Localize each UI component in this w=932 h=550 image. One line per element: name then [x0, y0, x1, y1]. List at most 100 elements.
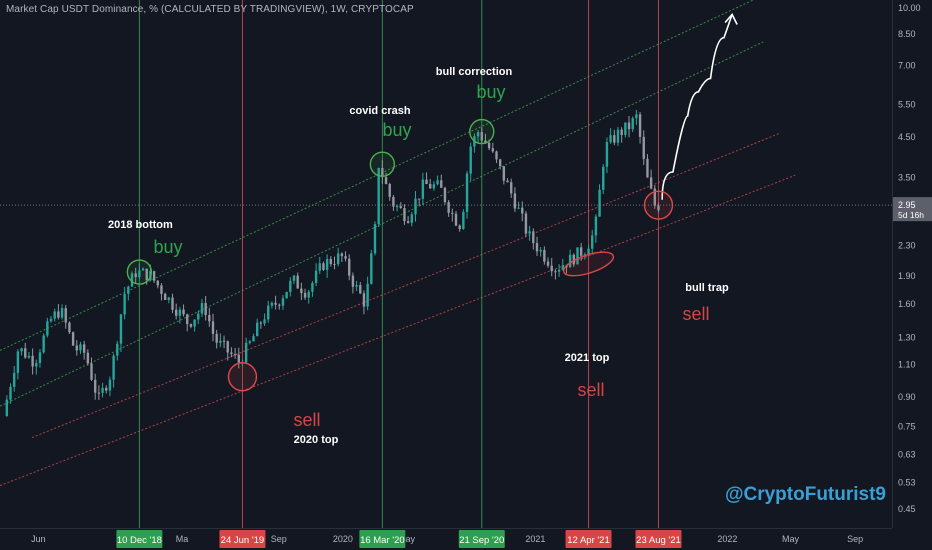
candle-body [57, 311, 60, 318]
price-tag-box [893, 197, 932, 222]
y-tick-label: 2.30 [898, 240, 916, 250]
x-tick-label: Sep [847, 534, 863, 544]
y-tick-label: 1.90 [898, 271, 916, 281]
candle-body [502, 166, 506, 181]
candle-body [42, 335, 45, 353]
candle-body [270, 302, 274, 306]
candle-body [182, 309, 185, 315]
candle-body [171, 297, 174, 310]
candle-body [156, 280, 159, 286]
price-tag-countdown: 5d 16h [898, 210, 924, 220]
candle-body [487, 142, 491, 149]
candle-body [274, 302, 277, 305]
candle-body [366, 283, 369, 307]
candle-body [186, 314, 189, 325]
x-tick-label: May [782, 534, 800, 544]
y-tick-label: 3.50 [898, 173, 916, 183]
y-tick-label: 0.75 [898, 421, 916, 431]
signal-circle [562, 251, 615, 277]
candle-body [480, 132, 483, 141]
candle-body [152, 271, 156, 281]
x-tick-label: Ma [176, 534, 189, 544]
candle-body [278, 304, 281, 306]
x-tick-label: May [398, 534, 416, 544]
candle-body [440, 180, 443, 188]
candle-body [90, 363, 93, 380]
y-tick-label: 0.90 [898, 392, 916, 402]
candle-body [521, 207, 524, 214]
candle-body [60, 308, 64, 318]
candle-body [370, 253, 373, 284]
candle-body [101, 387, 104, 393]
candle-body [373, 224, 377, 254]
signal-note: 2021 top [565, 352, 610, 364]
signal-date-badge [219, 530, 266, 548]
candle-body [517, 207, 520, 209]
signal-date-label: 16 Mar '20 [360, 535, 405, 546]
candle-body [399, 206, 402, 209]
candle-body [414, 198, 417, 215]
candle-body [550, 265, 553, 272]
candle-body [576, 247, 579, 265]
y-tick-label: 8.50 [898, 29, 916, 39]
candle-body [613, 135, 616, 143]
y-tick-label: 10.00 [898, 3, 921, 13]
x-tick-label: Jun [31, 534, 46, 544]
candle-body [318, 263, 321, 271]
signal-note: bull correction [436, 66, 513, 78]
candle-body [336, 253, 340, 265]
candle-body [425, 179, 428, 184]
candle-body [248, 341, 252, 343]
candle-body [174, 309, 178, 316]
candle-body [653, 188, 656, 206]
candle-body [303, 293, 307, 298]
candle-body [454, 213, 458, 226]
candle-body [24, 348, 27, 358]
x-tick-label: Sep [271, 534, 287, 544]
signal-date-badge [565, 530, 612, 548]
candle-body [329, 258, 333, 264]
candle-body [351, 275, 355, 287]
signal-action: buy [476, 82, 505, 102]
candle-body [392, 196, 395, 207]
signal-date-badge [359, 530, 406, 548]
candle-body [561, 265, 564, 270]
candle-body [292, 275, 296, 281]
candle-body [539, 249, 542, 252]
candle-body [355, 285, 358, 287]
candle-body [211, 321, 215, 334]
signal-date-label: 12 Apr '21 [567, 535, 610, 546]
candle-body [587, 248, 590, 255]
candle-body [635, 114, 638, 119]
signal-action: buy [382, 120, 411, 140]
signal-note: 2020 top [294, 434, 339, 446]
candle-body [642, 136, 645, 159]
chart-title: Market Cap USDT Dominance, % (CALCULATED… [6, 4, 414, 15]
candle-body [86, 352, 90, 364]
candle-body [116, 343, 119, 356]
candle-body [432, 184, 436, 189]
candle-body [605, 142, 609, 167]
signal-circle [469, 118, 495, 145]
candle-body [105, 387, 108, 391]
candle-body [314, 270, 318, 283]
candle-body [46, 321, 49, 336]
candle-body [208, 315, 211, 322]
candle-body [35, 363, 38, 367]
channel-line-red [31, 132, 780, 439]
candle-body [9, 386, 12, 400]
candle-body [513, 193, 517, 209]
author-watermark: @CryptoFuturist9 [724, 484, 886, 505]
candle-body [333, 263, 336, 265]
signal-circle [369, 151, 396, 177]
candle-body [53, 311, 56, 319]
x-tick-label: 2021 [525, 534, 545, 544]
candle-body [127, 286, 130, 294]
signal-circle [126, 259, 153, 285]
candle-body [572, 254, 576, 265]
candle-body [465, 173, 469, 212]
candle-body [498, 159, 502, 167]
y-tick-label: 7.00 [898, 61, 916, 71]
candle-body [609, 135, 612, 143]
